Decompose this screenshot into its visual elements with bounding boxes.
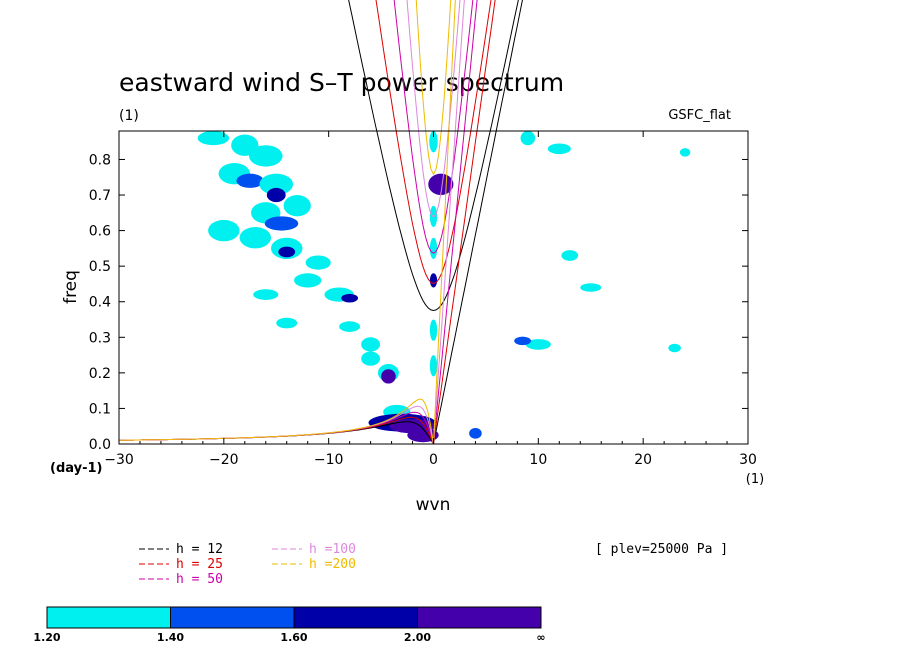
- legend-label-3: h =100: [309, 542, 356, 557]
- power-region-34: [429, 319, 438, 341]
- dispersion-curve-extension-layer: [348, 0, 523, 444]
- colorbar-box-0: [46, 606, 171, 629]
- power-region-0: [197, 131, 230, 146]
- power-region-40: [525, 339, 551, 350]
- power-region-43: [668, 343, 681, 353]
- power-region-2: [248, 145, 283, 167]
- colorbar-box-1: [170, 606, 295, 629]
- power-region-20: [339, 321, 361, 332]
- colorbar-label-4: ∞: [536, 631, 545, 644]
- y-tick-label-7: 0.7: [89, 188, 111, 204]
- power-region-9: [264, 216, 299, 231]
- x-tick-label-4: 10: [529, 452, 547, 468]
- power-region-22: [361, 351, 381, 366]
- kelvin-curve-0: [433, 0, 523, 444]
- y-tick-label-2: 0.2: [89, 366, 111, 382]
- y-tick-label-1: 0.1: [89, 401, 111, 417]
- gravity-curve-1: [375, 0, 492, 285]
- power-region-44: [679, 148, 691, 157]
- x-tick-label-6: 30: [739, 452, 757, 468]
- y-tick-label-4: 0.4: [89, 295, 111, 311]
- kelvin-curve-2: [433, 0, 478, 444]
- power-region-29: [429, 131, 438, 153]
- gravity-curve-4: [415, 0, 452, 176]
- rossby-curve-0: [119, 421, 434, 444]
- colorbar-label-2: 1.60: [280, 631, 307, 644]
- legend-label-4: h =200: [309, 557, 356, 572]
- power-region-21: [361, 337, 381, 352]
- x-tick-label-3: 0: [429, 452, 438, 468]
- rossby-curve-4: [119, 398, 434, 444]
- title-units: (1): [119, 108, 139, 124]
- dispersion-curve-layer: [119, 398, 434, 444]
- power-region-7: [283, 195, 311, 217]
- power-region-17: [341, 293, 359, 303]
- colorbar-label-3: 2.00: [404, 631, 431, 644]
- power-region-18: [253, 289, 279, 300]
- gravity-curve-2: [393, 0, 474, 254]
- power-region-36: [469, 427, 482, 439]
- power-region-35: [429, 355, 438, 377]
- power-region-10: [208, 219, 240, 242]
- power-contour-layer: [197, 131, 691, 443]
- y-tick-label-8: 0.8: [89, 152, 111, 168]
- pressure-annotation: [ plev=25000 Pa ]: [595, 542, 728, 557]
- colorbar-label-0: 1.20: [33, 631, 60, 644]
- x-tick-label-5: 20: [634, 452, 652, 468]
- power-region-32: [429, 237, 438, 260]
- y-tick-label-6: 0.6: [89, 224, 111, 240]
- y-units-label: (day-1): [50, 461, 102, 476]
- power-region-37: [520, 131, 536, 146]
- gravity-curve-0: [348, 0, 519, 312]
- legend-label-2: h = 50: [176, 572, 223, 587]
- chart-title: eastward wind S–T power spectrum: [119, 68, 564, 97]
- y-tick-label-0: 0.0: [89, 437, 111, 453]
- y-tick-label-5: 0.5: [89, 259, 111, 275]
- kelvin-curve-1: [433, 0, 496, 444]
- power-region-19: [276, 317, 298, 329]
- x-tick-label-1: −20: [209, 452, 239, 468]
- y-tick-label-3: 0.3: [89, 330, 111, 346]
- power-region-4: [236, 173, 264, 188]
- x-axis-label: wvn: [416, 495, 451, 515]
- power-region-13: [278, 246, 296, 258]
- power-region-41: [514, 336, 531, 346]
- axis-ticks: −30 −20 −10 0 10 20 30 0.0 0.1 0.2 0.3 0.4 0.5 0.6 0.7…: [89, 131, 757, 468]
- power-region-5: [259, 173, 294, 196]
- power-region-39: [561, 250, 579, 261]
- source-label: GSFC_flat: [668, 108, 731, 123]
- x-tick-label-2: −10: [314, 452, 344, 468]
- legend-label-1: h = 25: [176, 557, 223, 572]
- colorbar: 1.20 1.40 1.60 2.00 ∞: [33, 606, 546, 644]
- power-region-33: [429, 273, 438, 288]
- x-units-label: (1): [746, 472, 764, 487]
- colorbar-label-1: 1.40: [157, 631, 184, 644]
- power-region-42: [580, 283, 602, 292]
- colorbar-box-3: [417, 606, 542, 629]
- x-tick-label-0: −30: [104, 452, 134, 468]
- power-region-15: [294, 273, 322, 288]
- y-axis-label: freq: [61, 270, 81, 304]
- power-region-31: [429, 205, 438, 228]
- power-region-6: [266, 187, 286, 203]
- power-region-38: [547, 143, 571, 155]
- kelvin-curve-3: [433, 0, 465, 444]
- power-region-30: [428, 173, 454, 196]
- gravity-curve-3: [406, 0, 461, 218]
- kelvin-curve-4: [433, 0, 456, 444]
- legend-label-0: h = 12: [176, 542, 223, 557]
- power-region-24: [381, 369, 396, 384]
- colorbar-box-2: [293, 606, 418, 629]
- power-region-14: [305, 255, 331, 270]
- power-region-11: [239, 227, 272, 249]
